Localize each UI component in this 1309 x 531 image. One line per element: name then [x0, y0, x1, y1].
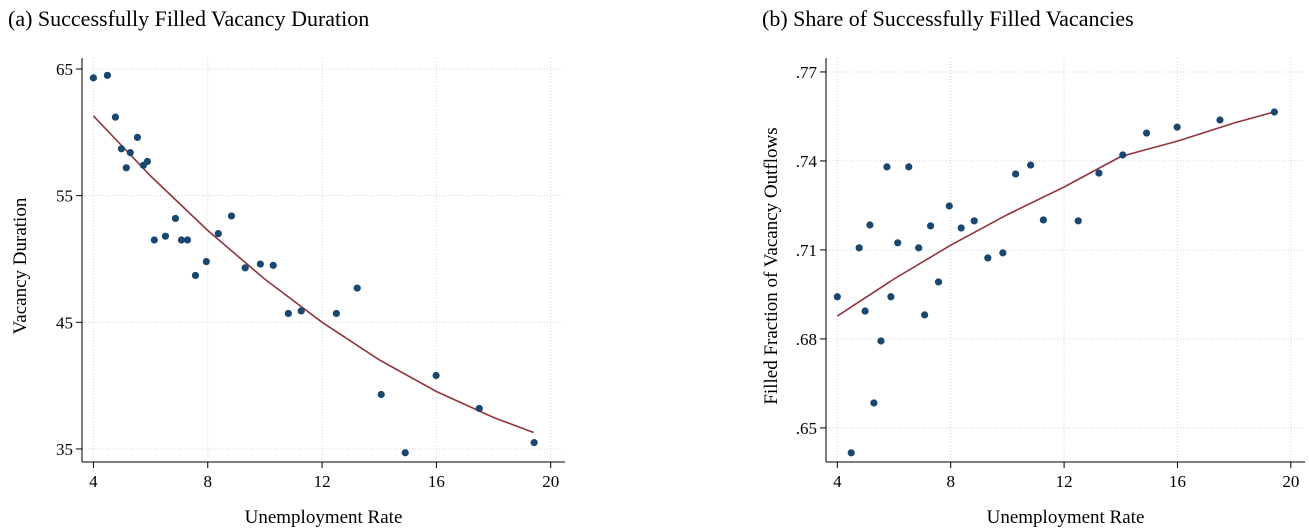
data-point [999, 249, 1007, 257]
data-point [855, 244, 863, 252]
x-tick-label: 20 [1282, 472, 1299, 491]
y-tick-label: .77 [796, 63, 818, 82]
data-point [111, 113, 120, 121]
x-tick-label: 8 [946, 472, 955, 491]
x-tick-label: 20 [542, 472, 559, 491]
data-point [214, 230, 222, 238]
data-point [177, 236, 186, 244]
data-point [256, 260, 264, 268]
y-tick-label: .71 [796, 241, 817, 260]
data-point [1074, 217, 1082, 225]
data-point [89, 74, 98, 82]
data-point [1012, 170, 1020, 178]
data-point [161, 232, 170, 240]
data-point [957, 224, 965, 232]
y-tick-label: .68 [796, 330, 817, 349]
data-point [887, 293, 895, 301]
data-point [269, 261, 277, 269]
data-point [921, 311, 929, 319]
data-point [1095, 169, 1103, 177]
data-point [1027, 161, 1035, 169]
x-axis-label: Unemployment Rate [987, 507, 1145, 528]
data-point [401, 449, 409, 457]
data-point [117, 145, 126, 153]
x-tick-label: 4 [89, 472, 98, 491]
data-point [126, 149, 134, 157]
y-tick-label: 65 [56, 60, 73, 79]
x-tick-label: 16 [1169, 472, 1186, 491]
data-point [122, 164, 130, 172]
data-point [926, 222, 935, 230]
x-tick-label: 12 [1056, 472, 1073, 491]
panel: (b) Share of Successfully Filled Vacanci… [761, 6, 1305, 528]
y-tick-label: .65 [796, 419, 817, 438]
data-point [432, 371, 440, 380]
x-axis-label: Unemployment Rate [245, 507, 403, 528]
data-point [202, 257, 210, 266]
data-point [133, 133, 142, 142]
data-point [143, 157, 152, 166]
y-tick-label: .74 [796, 152, 818, 171]
data-point [970, 217, 978, 225]
data-point [894, 239, 902, 247]
data-point [1270, 108, 1278, 116]
data-point [1142, 129, 1151, 137]
data-point [1119, 151, 1127, 159]
data-point [332, 309, 340, 318]
data-point [353, 284, 361, 292]
data-point [377, 390, 385, 399]
data-point [984, 254, 992, 262]
x-tick-label: 12 [314, 472, 331, 491]
data-point [877, 337, 885, 345]
data-point [227, 212, 236, 220]
data-point [475, 404, 483, 413]
y-tick-label: 45 [56, 313, 73, 332]
chart-title: (b) Share of Successfully Filled Vacanci… [762, 6, 1134, 31]
data-point [1216, 116, 1224, 124]
data-point [833, 293, 841, 301]
chart-title: (a) Successfully Filled Vacancy Duration [8, 6, 369, 31]
data-point [866, 221, 874, 229]
data-point [945, 202, 953, 210]
panel: (a) Successfully Filled Vacancy Duration… [8, 6, 565, 528]
data-point [915, 244, 923, 252]
data-point [861, 307, 869, 315]
data-point [297, 307, 305, 315]
fit-line [836, 111, 1275, 317]
data-point [883, 163, 891, 171]
data-point [241, 264, 249, 272]
data-point [191, 271, 200, 280]
data-point [284, 309, 292, 318]
data-point [171, 214, 180, 223]
data-point [150, 236, 158, 244]
x-tick-label: 4 [833, 472, 842, 491]
data-point [530, 439, 538, 447]
data-point [905, 163, 913, 171]
data-point [1039, 216, 1047, 224]
y-axis-label: Vacancy Duration [10, 197, 31, 334]
data-point [847, 449, 855, 457]
data-point [934, 278, 943, 286]
data-point [870, 399, 878, 407]
data-point [183, 236, 192, 244]
y-tick-label: 35 [56, 440, 73, 459]
x-tick-label: 8 [204, 472, 213, 491]
y-axis-label: Filled Fraction of Vacancy Outflows [761, 127, 782, 404]
y-tick-label: 55 [56, 187, 73, 206]
data-point [103, 71, 112, 79]
data-point [1173, 123, 1181, 131]
fit-line [92, 115, 534, 434]
x-tick-label: 16 [428, 472, 445, 491]
